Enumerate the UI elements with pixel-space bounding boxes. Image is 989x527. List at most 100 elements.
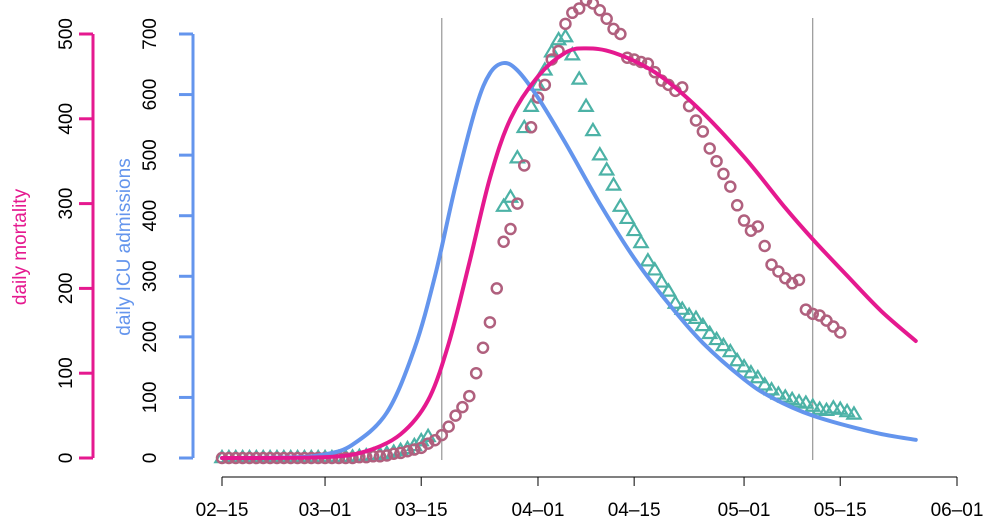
mortality-point [511, 197, 524, 210]
mortality-point [387, 447, 400, 461]
mortality-point [456, 400, 469, 414]
mortality-point [531, 91, 545, 104]
mortality-point [614, 27, 627, 41]
icu-admissions-point [529, 76, 547, 91]
icu-admissions-point [673, 300, 691, 315]
icu-admissions-point [591, 145, 609, 161]
y-axis-icu-title: daily ICU admissions [114, 158, 135, 335]
mortality-point [772, 265, 785, 278]
y-axis-mortality-tick-label: 400 [56, 103, 77, 135]
x-axis: 02–15 03–01 03–15 04–01 04–15 05–01 05–15 06–01 [196, 476, 983, 521]
y-axis-mortality-title: daily mortality [10, 188, 31, 305]
x-tick-label: 03–15 [395, 500, 448, 521]
icu-admissions-curve [220, 61, 918, 460]
y-axis-icu-tick-label: 600 [140, 79, 161, 111]
mortality-point [792, 273, 806, 287]
icu-admissions-point [707, 330, 726, 346]
y-axis-mortality-tick-label: 300 [56, 188, 77, 220]
icu-admissions-point [838, 402, 856, 418]
icu-admissions-point [501, 188, 520, 203]
icu-admissions-point [687, 309, 705, 324]
icu-admissions-point [721, 342, 739, 358]
icu-admissions-point [831, 400, 849, 415]
mortality-point [442, 420, 455, 433]
icu-admissions-point [797, 394, 815, 409]
mortality-point [421, 437, 435, 450]
x-tick-label: 05–01 [718, 500, 771, 521]
icu-admissions-point [728, 351, 746, 367]
x-tick-label: 04–01 [512, 500, 565, 521]
mortality-point [435, 428, 449, 442]
mortality-point [710, 154, 723, 168]
mortality-point [394, 446, 407, 460]
icu-admissions-point [515, 118, 533, 134]
icu-admissions-point [653, 273, 671, 288]
x-tick-label: 02–15 [196, 500, 249, 521]
icu-admissions-point [735, 357, 753, 373]
y-axis-icu-tick-label: 400 [140, 200, 161, 232]
mortality-point [806, 307, 819, 321]
mortality-point [785, 277, 799, 290]
mortality-point [765, 258, 778, 271]
x-tick-label: 05–15 [814, 500, 867, 521]
mortality-point [751, 220, 765, 233]
icu-admissions-point [742, 364, 760, 379]
icu-admissions-point [598, 161, 616, 176]
mortality-point [717, 167, 730, 181]
mortality-point [497, 235, 510, 249]
mortality-point [833, 326, 847, 339]
icu-admissions-point [495, 197, 513, 212]
mortality-point [703, 142, 716, 155]
y-axis-icu-tick-label: 200 [140, 321, 161, 353]
mortality-point [730, 199, 744, 212]
mortality-curve [220, 46, 918, 460]
icu-admissions-point [543, 43, 561, 58]
mortality-point [579, 0, 593, 7]
icu-admissions-point [522, 97, 540, 112]
y-axis-mortality-tick-label: 500 [56, 18, 77, 50]
mortality-point [517, 159, 531, 172]
icu-admissions-point [508, 149, 526, 164]
mortality-point [490, 282, 504, 295]
icu-admissions-point [694, 316, 712, 332]
mortality-point [559, 17, 572, 31]
y-axis-mortality-tick-label: 200 [56, 273, 77, 305]
mortality-point [600, 12, 613, 25]
icu-admissions-point [556, 27, 575, 43]
icu-admissions-point [701, 324, 719, 340]
y-axis-mortality-tick-label: 100 [56, 357, 77, 389]
y-axis-mortality: 0 100 200 300 400 500 [56, 18, 95, 464]
mortality-point [724, 180, 737, 193]
mortality-point [476, 341, 490, 355]
mortality-point [758, 239, 771, 253]
x-tick-label: 04–15 [608, 500, 661, 521]
mortality-point [373, 450, 387, 463]
mortality-points [215, 0, 847, 465]
icu-admissions-point [666, 294, 684, 309]
mortality-point [524, 121, 538, 134]
icu-admissions-point [584, 121, 602, 137]
x-tick-label: 03–01 [299, 500, 352, 521]
y-axis-icu-tick-label: 100 [140, 382, 161, 414]
icu-admissions-point [611, 197, 629, 212]
mortality-point [648, 65, 662, 79]
icu-admissions-point [632, 233, 650, 249]
y-axis-icu-tick-label: 0 [140, 453, 161, 464]
model-curves [220, 46, 918, 460]
icu-admissions-point [646, 261, 664, 276]
icu-admissions-point [618, 209, 636, 225]
mortality-point [408, 443, 421, 456]
mortality-point [449, 409, 462, 422]
mortality-point [689, 114, 703, 127]
y-axis-mortality-tick-label: 0 [56, 453, 77, 464]
y-axis-icu-tick-label: 500 [140, 139, 161, 171]
mortality-point [401, 444, 414, 458]
mortality-point [366, 450, 380, 463]
icu-admissions-point [680, 306, 698, 321]
mortality-point [380, 449, 394, 462]
mortality-point [586, 0, 600, 10]
icu-admissions-point [536, 61, 554, 76]
icu-admissions-point [550, 30, 568, 46]
icu-admissions-point [756, 376, 774, 391]
